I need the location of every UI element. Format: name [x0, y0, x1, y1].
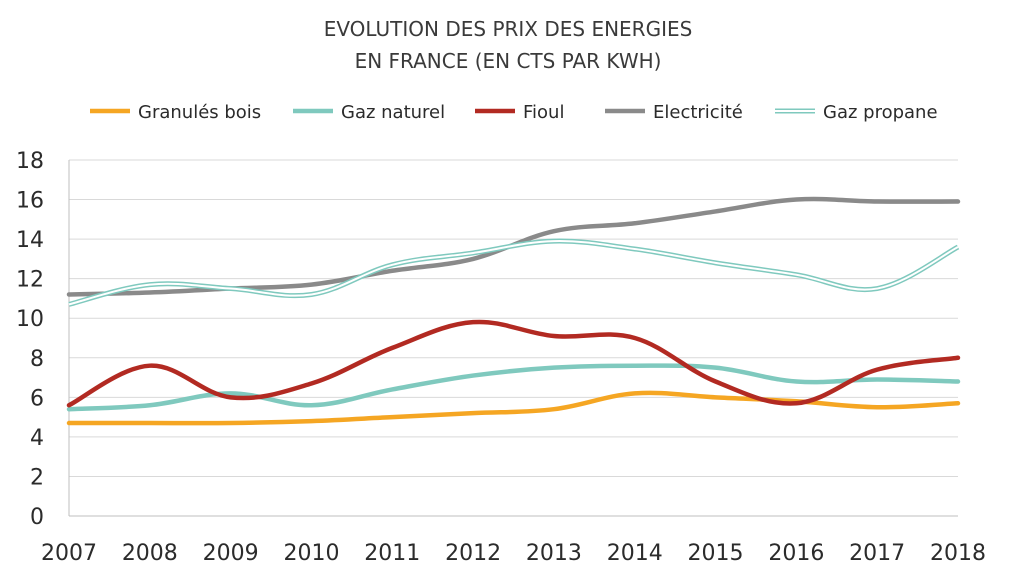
x-tick-label: 2007 — [41, 541, 97, 566]
series-gaz-naturel — [66, 363, 961, 412]
y-tick-label: 10 — [16, 307, 44, 332]
chart-title-line-1: EVOLUTION DES PRIX DES ENERGIES — [324, 17, 693, 41]
legend-label: Fioul — [523, 102, 564, 123]
series-gaz-propane — [68, 238, 960, 307]
legend-item-electricite: Electricité — [605, 102, 743, 123]
legend: Granulés bois Gaz naturel Fioul Electricité… — [90, 102, 938, 123]
series-granules-bois — [66, 390, 961, 426]
series-line-granules-bois — [66, 390, 961, 426]
legend-label: Electricité — [653, 102, 743, 123]
series-line-gaz-propane-inner — [68, 240, 959, 306]
y-tick-label: 18 — [16, 149, 44, 174]
x-axis: 2007 2008 2009 2010 2011 2012 2013 2014 2015 2016… — [41, 541, 986, 566]
series-line-fioul — [66, 319, 961, 408]
x-tick-label: 2014 — [607, 541, 663, 566]
y-tick-label: 12 — [16, 268, 44, 293]
y-tick-label: 8 — [30, 347, 44, 372]
y-tick-label: 2 — [30, 465, 44, 490]
x-tick-label: 2008 — [122, 541, 178, 566]
legend-label: Granulés bois — [138, 102, 261, 123]
x-tick-label: 2018 — [930, 541, 986, 566]
series-line-gaz-naturel — [66, 363, 961, 412]
legend-label: Gaz naturel — [341, 102, 445, 123]
y-tick-label: 16 — [16, 189, 44, 214]
x-tick-label: 2010 — [283, 541, 339, 566]
y-tick-label: 4 — [30, 426, 44, 451]
legend-item-fioul: Fioul — [475, 102, 564, 123]
y-tick-label: 0 — [30, 505, 44, 530]
x-tick-label: 2017 — [849, 541, 905, 566]
series-lines — [66, 196, 961, 426]
legend-item-gaz-propane: Gaz propane — [775, 102, 938, 123]
y-axis: 0 2 4 6 8 10 12 14 16 18 — [16, 149, 44, 530]
series-fioul — [66, 319, 961, 408]
legend-label: Gaz propane — [823, 102, 938, 123]
y-tick-label: 14 — [16, 228, 44, 253]
gridlines — [68, 159, 958, 517]
x-tick-label: 2012 — [445, 541, 501, 566]
y-tick-label: 6 — [30, 386, 44, 411]
x-tick-label: 2009 — [203, 541, 259, 566]
x-tick-label: 2011 — [364, 541, 420, 566]
legend-item-gaz-naturel: Gaz naturel — [293, 102, 445, 123]
x-tick-label: 2015 — [688, 541, 744, 566]
series-line-gaz-propane-outer — [68, 238, 960, 307]
x-tick-label: 2013 — [526, 541, 582, 566]
x-tick-label: 2016 — [768, 541, 824, 566]
chart-title-line-2: EN FRANCE (EN CTS PAR KWH) — [355, 49, 662, 73]
legend-item-granules-bois: Granulés bois — [90, 102, 261, 123]
